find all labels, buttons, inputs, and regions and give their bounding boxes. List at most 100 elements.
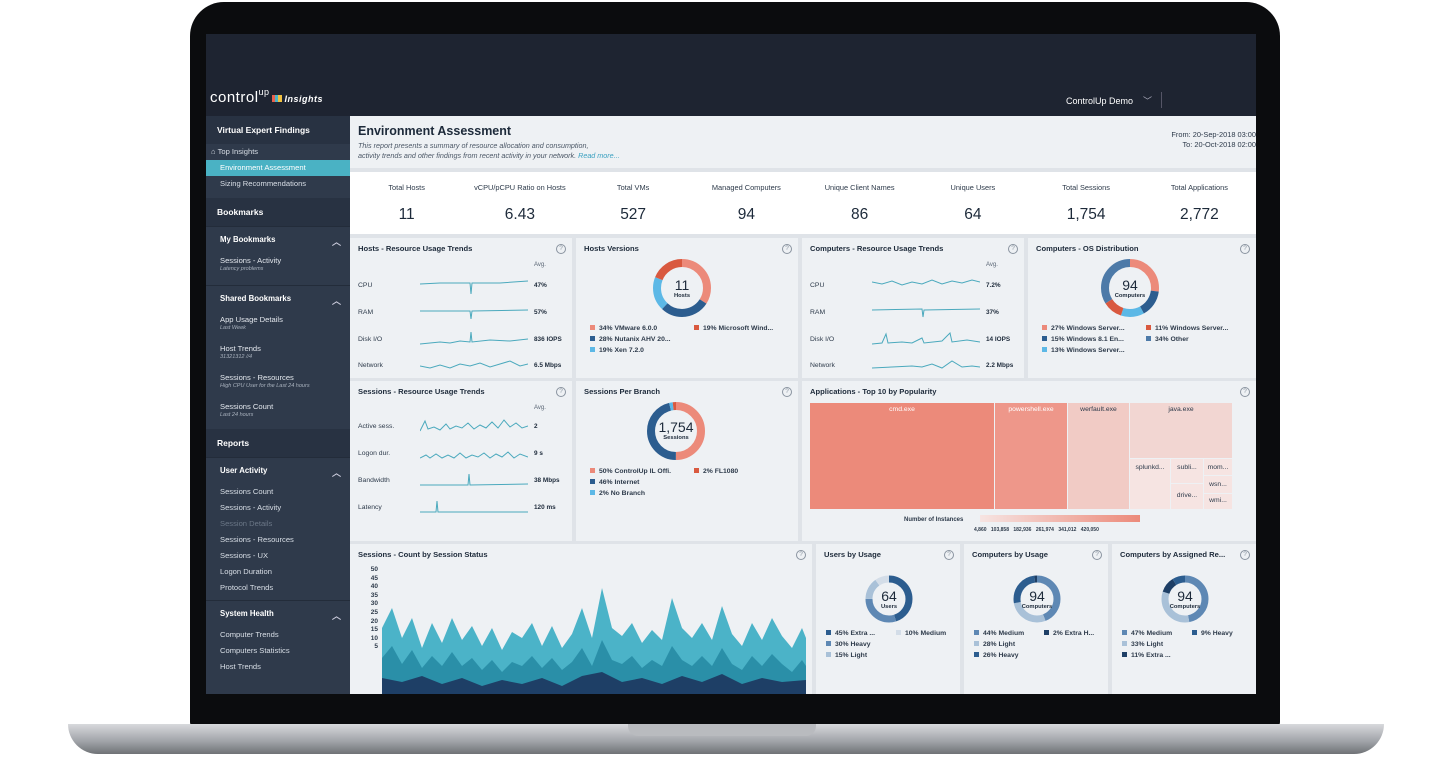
legend-swatch	[1042, 336, 1047, 341]
help-icon[interactable]: ?	[1008, 244, 1018, 254]
help-icon[interactable]: ?	[944, 550, 954, 560]
sidebar-item-environment-assessment[interactable]: Environment Assessment	[206, 160, 350, 176]
treemap-cell[interactable]: cmd.exe	[810, 403, 994, 509]
trend-label: Latency	[358, 504, 382, 511]
treemap-cell[interactable]: powershell.exe	[995, 403, 1067, 509]
help-icon[interactable]: ?	[1240, 387, 1250, 397]
donut-slice[interactable]	[647, 402, 705, 460]
group-system-health[interactable]: System Health ︿	[206, 600, 350, 627]
donut-slice[interactable]	[653, 259, 711, 317]
card-applications: Applications - Top 10 by Popularity ? cm…	[802, 381, 1256, 541]
main-content: Environment Assessment This report prese…	[350, 116, 1256, 694]
legend-swatch	[590, 347, 595, 352]
sidebar-item-host-trends[interactable]: Host Trends	[220, 662, 261, 671]
card-title: Sessions - Resource Usage Trends	[358, 387, 485, 396]
applications-treemap: cmd.exe powershell.exe werfault.exe java…	[810, 403, 1232, 509]
donut-slice[interactable]	[1101, 259, 1159, 317]
chevron-down-icon: ﹀	[1143, 96, 1153, 106]
card-computers-trends: Computers - Resource Usage Trends ? Avg.…	[802, 238, 1024, 378]
sidebar-item-sizing[interactable]: Sizing Recommendations	[220, 179, 307, 188]
donut-slice[interactable]	[865, 575, 913, 623]
legend-item: 19% Microsoft Wind...	[694, 325, 773, 332]
donut-slice[interactable]	[1161, 575, 1209, 623]
trend-row: CPU 7.2%	[810, 276, 1010, 296]
scale-tick: 341,012	[1058, 527, 1077, 533]
stat-managed-computers[interactable]: Managed Computers 94	[690, 172, 803, 234]
stat-total-applications[interactable]: Total Applications 2,772	[1143, 172, 1256, 234]
help-icon[interactable]: ?	[782, 244, 792, 254]
donut-slice[interactable]	[1013, 575, 1061, 623]
sidebar-item-sessions-resources[interactable]: Sessions - Resources	[220, 535, 294, 544]
treemap-cell[interactable]: werfault.exe	[1068, 403, 1129, 509]
sidebar-item-logon-duration[interactable]: Logon Duration	[220, 567, 272, 576]
group-shared-bookmarks[interactable]: Shared Bookmarks ︿	[206, 285, 350, 312]
donut-value: 1,754	[658, 419, 694, 435]
help-icon[interactable]: ?	[1240, 550, 1250, 560]
sidebar-item-sessions-count[interactable]: Sessions Count	[220, 487, 274, 496]
help-icon[interactable]: ?	[556, 244, 566, 254]
sidebar-item-sessions-ux[interactable]: Sessions - UX	[220, 551, 269, 560]
sidebar-item-session-details[interactable]: Session Details	[220, 519, 273, 528]
donut-slice[interactable]	[1101, 259, 1159, 317]
bookmark-label: App Usage Details	[220, 315, 283, 324]
help-icon[interactable]: ?	[1092, 550, 1102, 560]
user-menu[interactable]: ControlUp Demo ﹀	[1066, 94, 1152, 107]
read-more-link[interactable]: Read more...	[578, 151, 620, 160]
stat-total-vms[interactable]: Total VMs 527	[577, 172, 690, 234]
treemap-cell[interactable]: wmi...	[1204, 494, 1232, 509]
y-tick: 10	[370, 634, 378, 642]
stat-vcpu-ratio[interactable]: vCPU/pCPU Ratio on Hosts 6.43	[463, 172, 576, 234]
stat-total-hosts[interactable]: Total Hosts 11	[350, 172, 463, 234]
trend-label: RAM	[358, 309, 374, 316]
treemap-cell[interactable]: wsn...	[1204, 476, 1232, 493]
donut-slice[interactable]	[653, 259, 711, 317]
stat-total-sessions[interactable]: Total Sessions 1,754	[1030, 172, 1143, 234]
bookmark-item[interactable]: Sessions Count Last 24 hours	[206, 399, 350, 423]
donut-slice[interactable]	[1161, 575, 1209, 623]
trend-value: 2	[534, 423, 538, 430]
chevron-up-icon: ︿	[331, 296, 341, 306]
bookmark-item[interactable]: Host Trends 31321312 //4	[206, 341, 350, 365]
card-title: Hosts - Resource Usage Trends	[358, 244, 473, 253]
donut-slice[interactable]	[1013, 575, 1061, 623]
legend-swatch	[590, 479, 595, 484]
sidebar-item-protocol-trends[interactable]: Protocol Trends	[220, 583, 274, 592]
help-icon[interactable]: ?	[1240, 244, 1250, 254]
stat-unique-users[interactable]: Unique Users 64	[916, 172, 1029, 234]
help-icon[interactable]: ?	[556, 387, 566, 397]
legend-swatch	[974, 641, 979, 646]
trend-value: 47%	[534, 282, 547, 289]
donut-slice[interactable]	[647, 402, 705, 460]
laptop-notch	[628, 724, 816, 736]
bookmark-item[interactable]: App Usage Details Last Week	[206, 312, 350, 336]
stat-unique-clients[interactable]: Unique Client Names 86	[803, 172, 916, 234]
sidebar-item-computer-trends[interactable]: Computer Trends	[220, 630, 279, 639]
treemap-cell[interactable]: java.exe	[1130, 403, 1232, 458]
bookmark-item[interactable]: Sessions - Resources High CPU User for th…	[206, 370, 350, 394]
treemap-cell[interactable]: drive...	[1171, 484, 1203, 509]
help-icon[interactable]: ?	[782, 387, 792, 397]
card-users-usage: Users by Usage ? 64 Users 45% Extra ... 1…	[816, 544, 960, 694]
donut-slice[interactable]	[1013, 575, 1061, 623]
section-virtual-expert: Virtual Expert Findings	[206, 116, 350, 144]
y-tick: 50	[370, 566, 378, 573]
help-icon[interactable]: ?	[796, 550, 806, 560]
legend-text: 45% Extra ...	[835, 630, 876, 637]
donut-slice[interactable]	[865, 575, 913, 623]
treemap-cell[interactable]: mom...	[1204, 459, 1232, 475]
sidebar-item-sessions-activity[interactable]: Sessions - Activity	[220, 503, 282, 512]
treemap-cell[interactable]: subli...	[1171, 459, 1203, 483]
controlup-logo[interactable]: controlup Insights	[210, 87, 323, 106]
legend-text: 19% Microsoft Wind...	[703, 325, 774, 332]
sidebar-item-top-insights[interactable]: ⌂ Top Insights	[206, 144, 350, 160]
group-my-bookmarks[interactable]: My Bookmarks ︿	[206, 226, 350, 253]
stat-label: vCPU/pCPU Ratio on Hosts	[474, 183, 566, 192]
sidebar-item-computers-statistics[interactable]: Computers Statistics	[220, 646, 290, 655]
group-user-activity[interactable]: User Activity ︿	[206, 457, 350, 484]
donut-value: 94	[1029, 588, 1045, 604]
donut-label: Sessions	[663, 435, 689, 441]
bookmark-item[interactable]: Sessions - Activity Latency problems	[206, 253, 350, 277]
donut-slice[interactable]	[653, 259, 711, 317]
treemap-cell[interactable]: splunkd...	[1130, 459, 1170, 509]
scale-tick: 103,858	[990, 527, 1009, 533]
